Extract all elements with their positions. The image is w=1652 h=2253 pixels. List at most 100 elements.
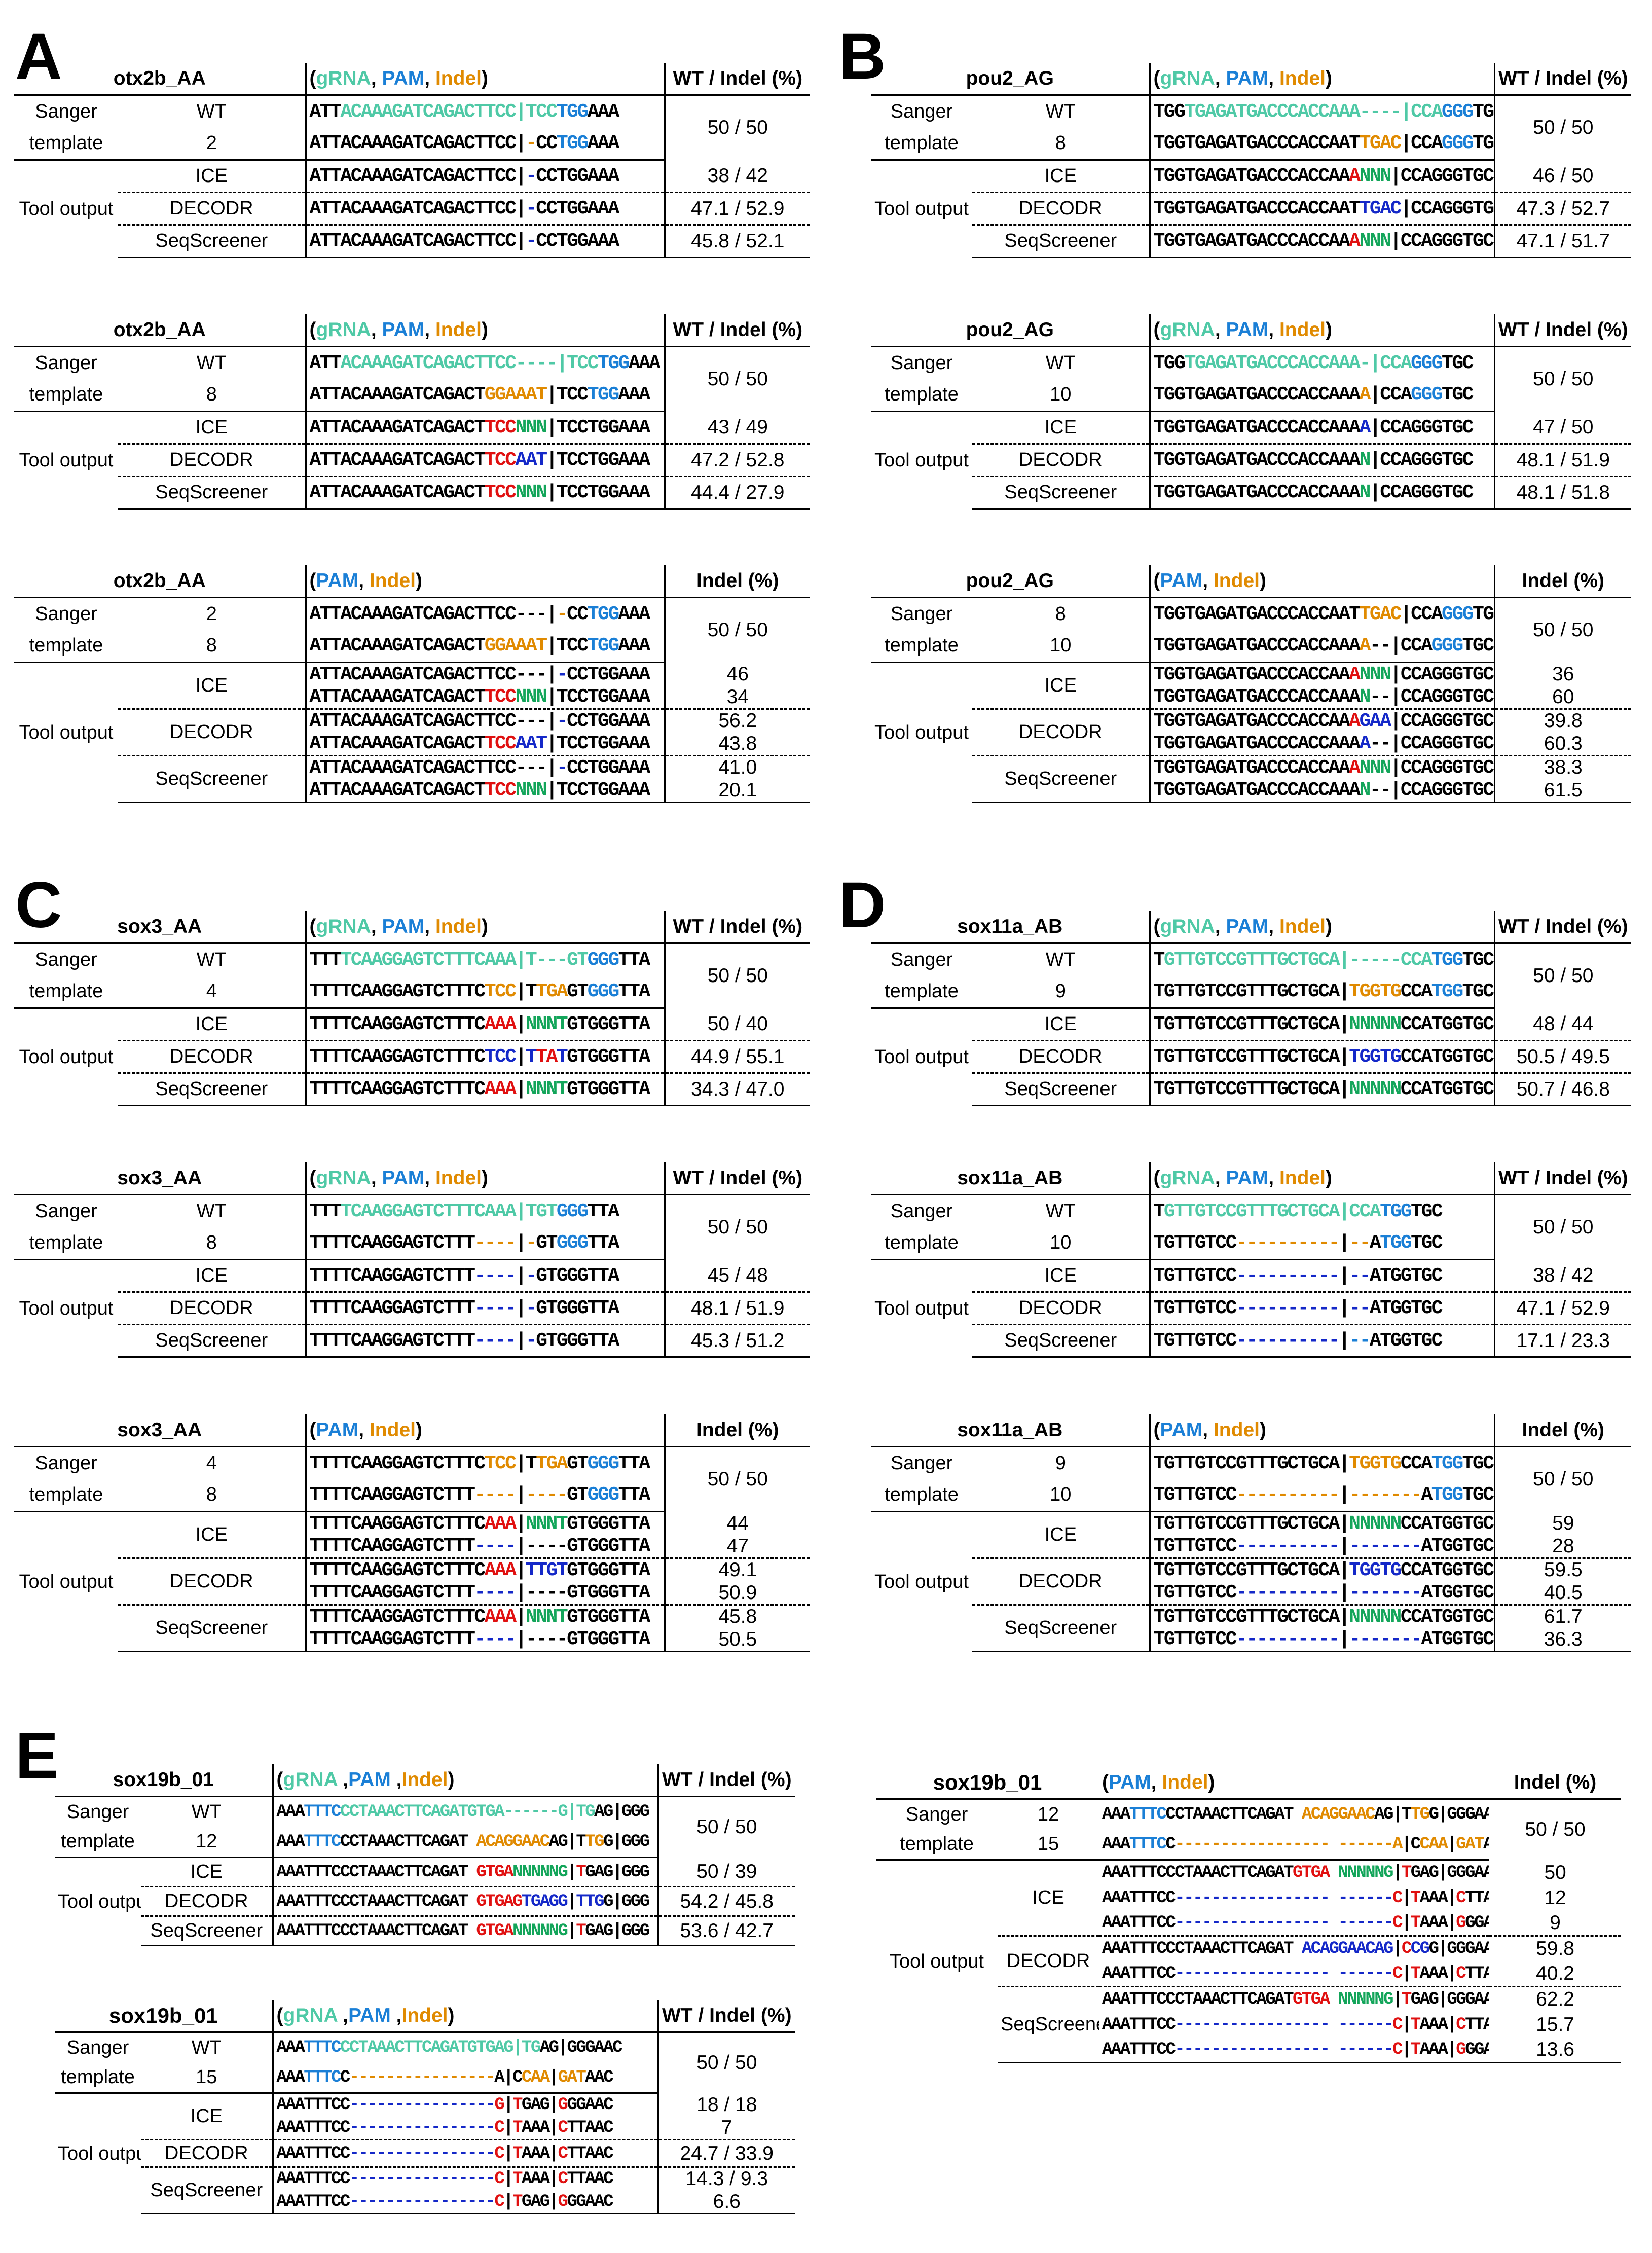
sequence: ATTACAAAGATCAGACTTCC|-CCTGGAAA: [305, 127, 665, 161]
sequence: TGGTGAGATGACCCACCAAANNN|CCAGGGTGC: [1149, 160, 1495, 193]
legend: (gRNA, PAM, Indel): [1149, 314, 1495, 347]
sequence: TGGTGAGATGACCCACCAAA----|CCAGGGTGC: [1149, 95, 1495, 128]
legend: (PAM, Indel): [1149, 565, 1495, 598]
table-title: sox19b_01: [55, 2000, 273, 2033]
sequence: TTTTCAAGGAGTCTTTCAAA|NNNTGTGGGTTA: [305, 1073, 665, 1106]
table-title: sox11a_AB: [871, 1162, 1150, 1195]
table-d3: sox11a_AB (PAM, Indel) Indel (%) Sanger 9…: [871, 1414, 1632, 1652]
sequence: ATTACAAAGATCAGACTTCC---|-CCTGGAAA: [305, 755, 665, 779]
sequence: AAATTTCCCTAAACTTCAGATGTGAG|TGAG|GGGAAC: [272, 2032, 658, 2063]
sequence: ATTACAAAGATCAGACTTCC|-CCTGGAAA: [305, 225, 665, 258]
sequence: TTTTCAAGGAGTCTTT----|----GTGGGTTA: [305, 1535, 665, 1559]
table-title: sox19b_01: [876, 1767, 1099, 1800]
sequence: TTTTCAAGGAGTCTTTCTCC|TTGAGTGGGTTA: [305, 1446, 665, 1479]
sequence: AAATTTCCCTAAACTTCAGATGTGA NNNNNG|TGAG|GG…: [1102, 1990, 1489, 2010]
legend: (gRNA, PAM, Indel): [305, 63, 665, 96]
table-a2: otx2b_AA (gRNA, PAM, Indel) WT / Indel (…: [14, 314, 811, 510]
sequence: TGGTGAGATGACCCACCAATTGAC|CCAGGGTGC: [1149, 597, 1495, 630]
table-title: otx2b_AA: [14, 63, 306, 96]
table-title: sox3_AA: [14, 1162, 306, 1195]
table-e2: sox19b_01 (gRNA ,PAM ,Indel) WT / Indel …: [55, 2000, 795, 2214]
table-title: sox11a_AB: [871, 1414, 1150, 1447]
table-title: pou2_AG: [871, 63, 1150, 96]
sequence: ATTACAAAGATCAGACTTCC|-CCTGGAAA: [305, 192, 665, 226]
sequence: AAATTTCCCTAAACTTCAGAT GTGAGTGAGG|TTGG|GG…: [272, 1886, 658, 1917]
table-title: sox3_AA: [14, 1414, 306, 1447]
sequence: ATTACAAAGATCAGACTTCC----|TCCTGGAAA: [305, 346, 665, 379]
legend: (gRNA, PAM, Indel): [1149, 63, 1495, 96]
sequence: TGTTGTCCGTTTGCTGCA|CCATGGTGC: [1149, 1194, 1495, 1227]
sequence: TGTTGTCC----------|--ATGGTGC: [1149, 1324, 1495, 1358]
table-c2: sox3_AA (gRNA, PAM, Indel) WT / Indel (%…: [14, 1162, 811, 1358]
sequence: AAATTTCCCTAAACTTCAGAT ACAGGAACAG|TTGG|GG…: [272, 1827, 658, 1858]
panel-letter-e: E: [15, 1720, 59, 1792]
sequence: AAATTTCCCTAAACTTCAGAT ACAGGAACAG|TTGG|GG…: [1102, 1805, 1489, 1825]
sequence: AAATTTCC----------------G|TGAG|GGGAAC: [272, 2093, 658, 2117]
col-header: WT / Indel (%): [664, 63, 811, 96]
sequence: TTTTCAAGGAGTCTTTCAAA|TTGTGTGGGTTA: [305, 1558, 665, 1582]
legend: (PAM, Indel): [305, 565, 665, 598]
sequence: TGTTGTCCGTTTGCTGCA|NNNNNCCATGGTGC: [1149, 1511, 1495, 1535]
table-title: sox11a_AB: [871, 911, 1150, 944]
sequence: TTTTCAAGGAGTCTTTCTCC|TTATGTGGGTTA: [305, 1040, 665, 1074]
sequence: TGTTGTCCGTTTGCTGCA|NNNNNCCATGGTGC: [1149, 1605, 1495, 1628]
sequence: ATTACAAAGATCAGACTTCCNNN|TCCTGGAAA: [305, 779, 665, 803]
sequence: TGGTGAGATGACCCACCAAA-|CCAGGGTGC: [1149, 346, 1495, 379]
legend: (gRNA, PAM, Indel): [305, 314, 665, 347]
sequence: ATTACAAAGATCAGACTTCCAAT|TCCTGGAAA: [305, 444, 665, 477]
sequence: AAATTTCC----------------C|TAAA|CTTAAC: [272, 2167, 658, 2191]
table-e3: sox19b_01 (PAM, Indel) Indel (%) Sanger 1…: [876, 1767, 1622, 2063]
sequence: ATTACAAAGATCAGACTTCC---|-CCTGGAAA: [305, 709, 665, 733]
sequence: ATTACAAAGATCAGACTTCC---|-CCTGGAAA: [305, 662, 665, 686]
sequence: ATTACAAAGATCAGACTGGAAAT|TCCTGGAAA: [305, 630, 665, 663]
sequence: TTTTCAAGGAGTCTTTCAAA|NNNTGTGGGTTA: [305, 1605, 665, 1628]
sequence: TTTTCAAGGAGTCTTT----|-GTGGGTTA: [305, 1324, 665, 1358]
legend: (gRNA, PAM, Indel): [1149, 911, 1495, 944]
table-e1: sox19b_01 (gRNA ,PAM ,Indel) WT / Indel …: [55, 1764, 795, 1946]
table-d2: sox11a_AB (gRNA, PAM, Indel) WT / Indel …: [871, 1162, 1632, 1358]
sequence: TGTTGTCCGTTTGCTGCA|-----CCATGGTGC: [1149, 943, 1495, 976]
sequence: AAATTTCC----------------C|TGAG|GGGAAC: [272, 2190, 658, 2214]
table-title: otx2b_AA: [14, 314, 306, 347]
sequence: ATTACAAAGATCAGACTTCC|-CCTGGAAA: [305, 160, 665, 193]
table-b3: pou2_AG (PAM, Indel) Indel (%) Sanger 8 T…: [871, 565, 1632, 803]
sequence: TTTTCAAGGAGTCTTTCAAA|NNNTGTGGGTTA: [305, 1511, 665, 1535]
sequence: TGGTGAGATGACCCACCAAAA--|CCAGGGTGC: [1149, 630, 1495, 663]
sequence: AAATTTCC----------------- ------C|TAAA|G…: [1099, 2037, 1490, 2063]
sequence: TGTTGTCC----------|--ATGGTGC: [1149, 1259, 1495, 1293]
legend: (gRNA, PAM, Indel): [305, 911, 665, 944]
sequence: TGGTGAGATGACCCACCAAANNN|CCAGGGTGC: [1149, 662, 1495, 686]
table-b1: pou2_AG (gRNA, PAM, Indel) WT / Indel (%…: [871, 63, 1632, 258]
sequence: TGTTGTCCGTTTGCTGCA|TGGTGCCATGGTGC: [1149, 975, 1495, 1009]
sequence: AAATTTCC----------------A|CCAA|GATAAC: [272, 2062, 658, 2094]
sequence: AAATTTCC----------------- ------C|TAAA|C…: [1099, 1961, 1490, 1987]
table-title: sox19b_01: [55, 1764, 273, 1797]
sequence: AAATTTCC----------------- ------C|TAAA|C…: [1102, 1888, 1490, 1908]
sequence: TGTTGTCCGTTTGCTGCA|TGGTGCCATGGTGC: [1149, 1040, 1495, 1074]
sequence: AAATTTCC----------------C|TAAA|CTTAAC: [272, 2116, 658, 2140]
sequence: TGGTGAGATGACCCACCAAANNN|CCAGGGTGC: [1149, 225, 1495, 258]
sequence: TGGTGAGATGACCCACCAAAN|CCAGGGTGC: [1149, 476, 1495, 510]
sequence: TTTTCAAGGAGTCTTTCAAA|NNNTGTGGGTTA: [305, 1008, 665, 1041]
sequence: TGGTGAGATGACCCACCAAAGAA|CCAGGGTGC: [1149, 709, 1495, 733]
sequence: TGTTGTCC----------|-------ATGGTGC: [1149, 1535, 1495, 1559]
sequence: TTTTCAAGGAGTCTTTCTCC|TTGAGTGGGTTA: [305, 975, 665, 1009]
table-a3: otx2b_AA (PAM, Indel) Indel (%) Sanger 2 …: [14, 565, 811, 803]
sequence: AAATTTCCCTAAACTTCAGATGTGA------G|TGAG|GG…: [272, 1796, 658, 1827]
sequence: TGGTGAGATGACCCACCAAAA|CCAGGGTGC: [1149, 411, 1495, 445]
table-title: sox3_AA: [14, 911, 306, 944]
sequence: ATTACAAAGATCAGACTTCC---|-CCTGGAAA: [305, 597, 665, 630]
sequence: TGTTGTCCGTTTGCTGCA|NNNNNCCATGGTGC: [1149, 1008, 1495, 1041]
sequence: TGTTGTCCGTTTGCTGCA|TGGTGCCATGGTGC: [1149, 1446, 1495, 1479]
sequence: AAATTTCC----------------- ------C|TAAA|C…: [1102, 2015, 1490, 2034]
sequence: TGTTGTCCGTTTGCTGCA|NNNNNCCATGGTGC: [1149, 1073, 1495, 1106]
legend: (gRNA ,PAM ,Indel): [272, 2000, 658, 2033]
sequence: AAATTTCCCTAAACTTCAGATGTGA NNNNNG|TGAG|GG…: [1102, 1863, 1489, 1883]
sequence: TTTTCAAGGAGTCTTT----|-GTGGGTTA: [305, 1292, 665, 1325]
sequence: TTTTCAAGGAGTCTTT----|-GTGGGTTA: [305, 1259, 665, 1293]
sequence: ATTACAAAGATCAGACTTCCAAT|TCCTGGAAA: [305, 732, 665, 756]
sequence: TGTTGTCC----------|--ATGGTGC: [1149, 1227, 1495, 1260]
sequence: TGGTGAGATGACCCACCAATTGAC|CCAGGGTGC: [1149, 192, 1495, 226]
sequence: TGGTGAGATGACCCACCAATTGAC|CCAGGGTGC: [1149, 127, 1495, 161]
sequence: AAATTTCC----------------- ------A|CCAA|G…: [1099, 1829, 1490, 1861]
